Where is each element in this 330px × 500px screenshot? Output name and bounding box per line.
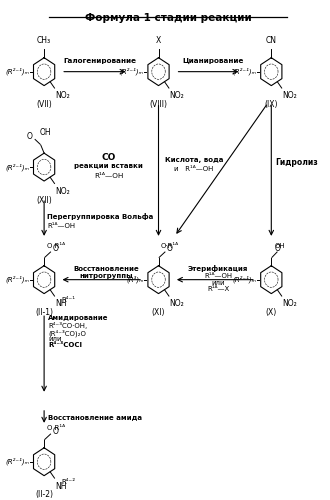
Text: R⁴⁻³CO·OH,: R⁴⁻³CO·OH, bbox=[48, 322, 87, 330]
Text: NO₂: NO₂ bbox=[170, 92, 184, 100]
Text: R⁴⁻³COCl: R⁴⁻³COCl bbox=[48, 342, 82, 348]
Text: NH: NH bbox=[55, 300, 67, 308]
Text: (R²⁻¹)ₘ: (R²⁻¹)ₘ bbox=[5, 68, 29, 76]
Text: O: O bbox=[167, 244, 173, 254]
Text: O: O bbox=[27, 132, 33, 141]
Text: R¹ᴬ—OH: R¹ᴬ—OH bbox=[94, 173, 123, 179]
Text: (R²⁻¹)ₘ: (R²⁻¹)ₘ bbox=[5, 458, 29, 466]
Text: R⁴⁻¹: R⁴⁻¹ bbox=[62, 297, 76, 303]
Text: OH: OH bbox=[39, 128, 51, 137]
Text: (XI): (XI) bbox=[152, 308, 165, 318]
Text: (R⁴⁻³CO)₂O: (R⁴⁻³CO)₂O bbox=[48, 329, 86, 336]
Text: R⁴⁻²: R⁴⁻² bbox=[62, 479, 76, 485]
Text: (R²⁻¹)ₘ: (R²⁻¹)ₘ bbox=[232, 68, 256, 76]
Text: (R²⁻¹)ₘ: (R²⁻¹)ₘ bbox=[5, 164, 29, 171]
Text: NO₂: NO₂ bbox=[170, 300, 184, 308]
Text: O R¹ᴬ: O R¹ᴬ bbox=[47, 424, 65, 430]
Text: (R³)ₘ: (R³)ₘ bbox=[126, 276, 144, 283]
Text: NO₂: NO₂ bbox=[282, 300, 297, 308]
Text: R¹ᴬ—OH: R¹ᴬ—OH bbox=[47, 223, 76, 229]
Text: Восстановление: Восстановление bbox=[73, 266, 139, 272]
Text: (VIII): (VIII) bbox=[149, 100, 168, 110]
Text: Галогенирование: Галогенирование bbox=[63, 58, 136, 64]
Text: NO₂: NO₂ bbox=[55, 92, 70, 100]
Text: или: или bbox=[48, 336, 61, 342]
Text: (X): (X) bbox=[266, 308, 277, 318]
Text: Этерификация: Этерификация bbox=[188, 266, 248, 272]
Text: (R²⁻¹)ₘ: (R²⁻¹)ₘ bbox=[232, 276, 256, 283]
Text: Гидролиз: Гидролиз bbox=[276, 158, 318, 166]
Text: (IX): (IX) bbox=[265, 100, 278, 110]
Text: (II-1): (II-1) bbox=[35, 308, 53, 318]
Text: Цианирование: Цианирование bbox=[182, 58, 244, 64]
Text: (XII): (XII) bbox=[36, 196, 52, 204]
Text: или: или bbox=[212, 280, 225, 286]
Text: R¹ᴬ—X: R¹ᴬ—X bbox=[207, 286, 229, 292]
Text: O: O bbox=[52, 426, 58, 436]
Text: Кислота, вода: Кислота, вода bbox=[165, 157, 223, 163]
Text: Восстановление амида: Восстановление амида bbox=[48, 414, 142, 420]
Text: (II-2): (II-2) bbox=[35, 490, 53, 500]
Text: CO: CO bbox=[101, 153, 116, 162]
Text: O·R¹ᴬ: O·R¹ᴬ bbox=[161, 242, 179, 248]
Text: R¹ᴬ—OH: R¹ᴬ—OH bbox=[204, 273, 232, 279]
Text: Перегруппировка Вольфа: Перегруппировка Вольфа bbox=[47, 212, 153, 220]
Text: (R²⁻¹)ₘ: (R²⁻¹)ₘ bbox=[120, 68, 144, 76]
Text: Формула 1 стадии реакции: Формула 1 стадии реакции bbox=[85, 13, 251, 23]
Text: O: O bbox=[52, 244, 58, 254]
Text: OH: OH bbox=[275, 242, 285, 248]
Text: O: O bbox=[275, 244, 280, 254]
Text: Амидирование: Амидирование bbox=[48, 315, 109, 321]
Text: NH: NH bbox=[55, 482, 67, 490]
Text: CH₃: CH₃ bbox=[37, 36, 51, 46]
Text: (VII): (VII) bbox=[36, 100, 52, 110]
Text: (R²⁻¹)ₘ: (R²⁻¹)ₘ bbox=[5, 276, 29, 283]
Text: O R¹ᴬ: O R¹ᴬ bbox=[47, 242, 65, 248]
Text: реакции вставки: реакции вставки bbox=[74, 163, 143, 169]
Text: NO₂: NO₂ bbox=[55, 187, 70, 196]
Text: NO₂: NO₂ bbox=[282, 92, 297, 100]
Text: нитрогруппы: нитрогруппы bbox=[79, 272, 133, 278]
Text: и   R¹ᴬ—OH: и R¹ᴬ—OH bbox=[174, 166, 214, 172]
Text: CN: CN bbox=[266, 36, 277, 46]
Text: X: X bbox=[156, 36, 161, 46]
